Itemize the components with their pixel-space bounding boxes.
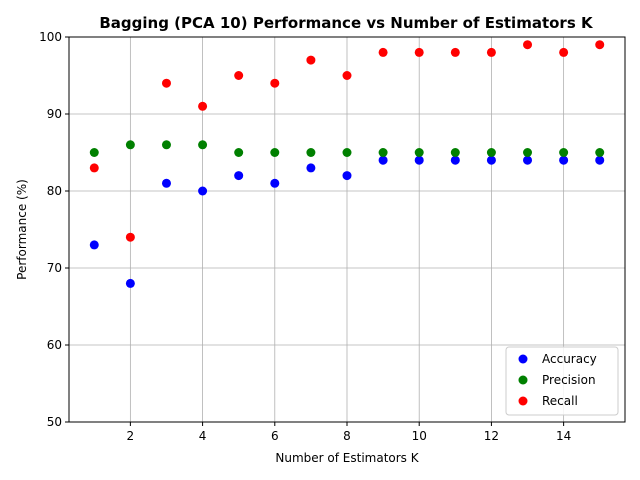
data-point (378, 148, 388, 157)
data-point (559, 155, 569, 165)
data-point (306, 55, 316, 65)
data-point (523, 148, 533, 157)
data-point (306, 163, 316, 173)
x-axis-ticks: 2 4 6 8 10 12 14 (127, 422, 571, 443)
data-point (378, 155, 388, 165)
data-point (89, 163, 99, 173)
data-point (342, 71, 352, 80)
data-point (198, 140, 208, 150)
data-point (161, 78, 171, 88)
x-tick-label: 14 (556, 429, 571, 443)
data-points (89, 40, 605, 288)
y-axis-label: Performance (%) (15, 179, 29, 280)
data-point (595, 40, 605, 50)
legend-label: Accuracy (542, 352, 597, 366)
legend-box (505, 346, 619, 416)
x-tick-label: 2 (127, 429, 135, 443)
data-point (523, 40, 533, 50)
data-point (198, 101, 208, 111)
data-point (234, 171, 244, 181)
data-point (559, 47, 569, 57)
data-point (306, 148, 316, 157)
data-point (198, 186, 208, 196)
legend: Accuracy Precision Recall (505, 346, 619, 416)
y-tick-label: 70 (47, 261, 62, 275)
data-point (559, 148, 569, 157)
data-point (450, 155, 460, 165)
data-point (450, 148, 460, 157)
legend-label: Recall (542, 394, 578, 408)
data-point (414, 47, 424, 57)
x-tick-label: 6 (271, 429, 279, 443)
data-point (125, 278, 135, 288)
data-point (270, 148, 280, 157)
x-tick-label: 12 (484, 429, 499, 443)
data-point (270, 78, 280, 88)
y-axis-ticks: 50 60 70 80 90 100 (39, 30, 69, 429)
y-tick-label: 100 (39, 30, 62, 44)
data-point (414, 155, 424, 165)
data-point (270, 178, 280, 188)
y-tick-label: 60 (47, 338, 62, 352)
data-point (161, 178, 171, 188)
data-point (89, 148, 99, 157)
data-point (234, 71, 244, 80)
legend-marker (518, 396, 528, 406)
data-point (342, 171, 352, 181)
data-point (486, 155, 496, 165)
data-point (486, 148, 496, 157)
x-tick-label: 8 (343, 429, 351, 443)
data-point (486, 47, 496, 57)
series-accuracy (89, 155, 605, 288)
y-tick-label: 90 (47, 107, 62, 121)
y-tick-label: 80 (47, 184, 62, 198)
data-point (595, 155, 605, 165)
series-precision (89, 140, 605, 157)
data-point (125, 140, 135, 150)
data-point (523, 155, 533, 165)
data-point (89, 240, 99, 250)
data-point (378, 47, 388, 57)
chart-title: Bagging (PCA 10) Performance vs Number o… (99, 14, 594, 32)
x-tick-label: 4 (199, 429, 207, 443)
series-recall (89, 40, 605, 242)
data-point (450, 47, 460, 57)
x-tick-label: 10 (412, 429, 427, 443)
data-point (414, 148, 424, 157)
legend-label: Precision (542, 373, 596, 387)
data-point (161, 140, 171, 150)
x-axis-label: Number of Estimators K (275, 451, 419, 465)
legend-marker (518, 354, 528, 364)
y-tick-label: 50 (47, 415, 62, 429)
data-point (342, 148, 352, 157)
data-point (125, 232, 135, 242)
data-point (595, 148, 605, 157)
legend-marker (518, 375, 528, 385)
data-point (234, 148, 244, 157)
